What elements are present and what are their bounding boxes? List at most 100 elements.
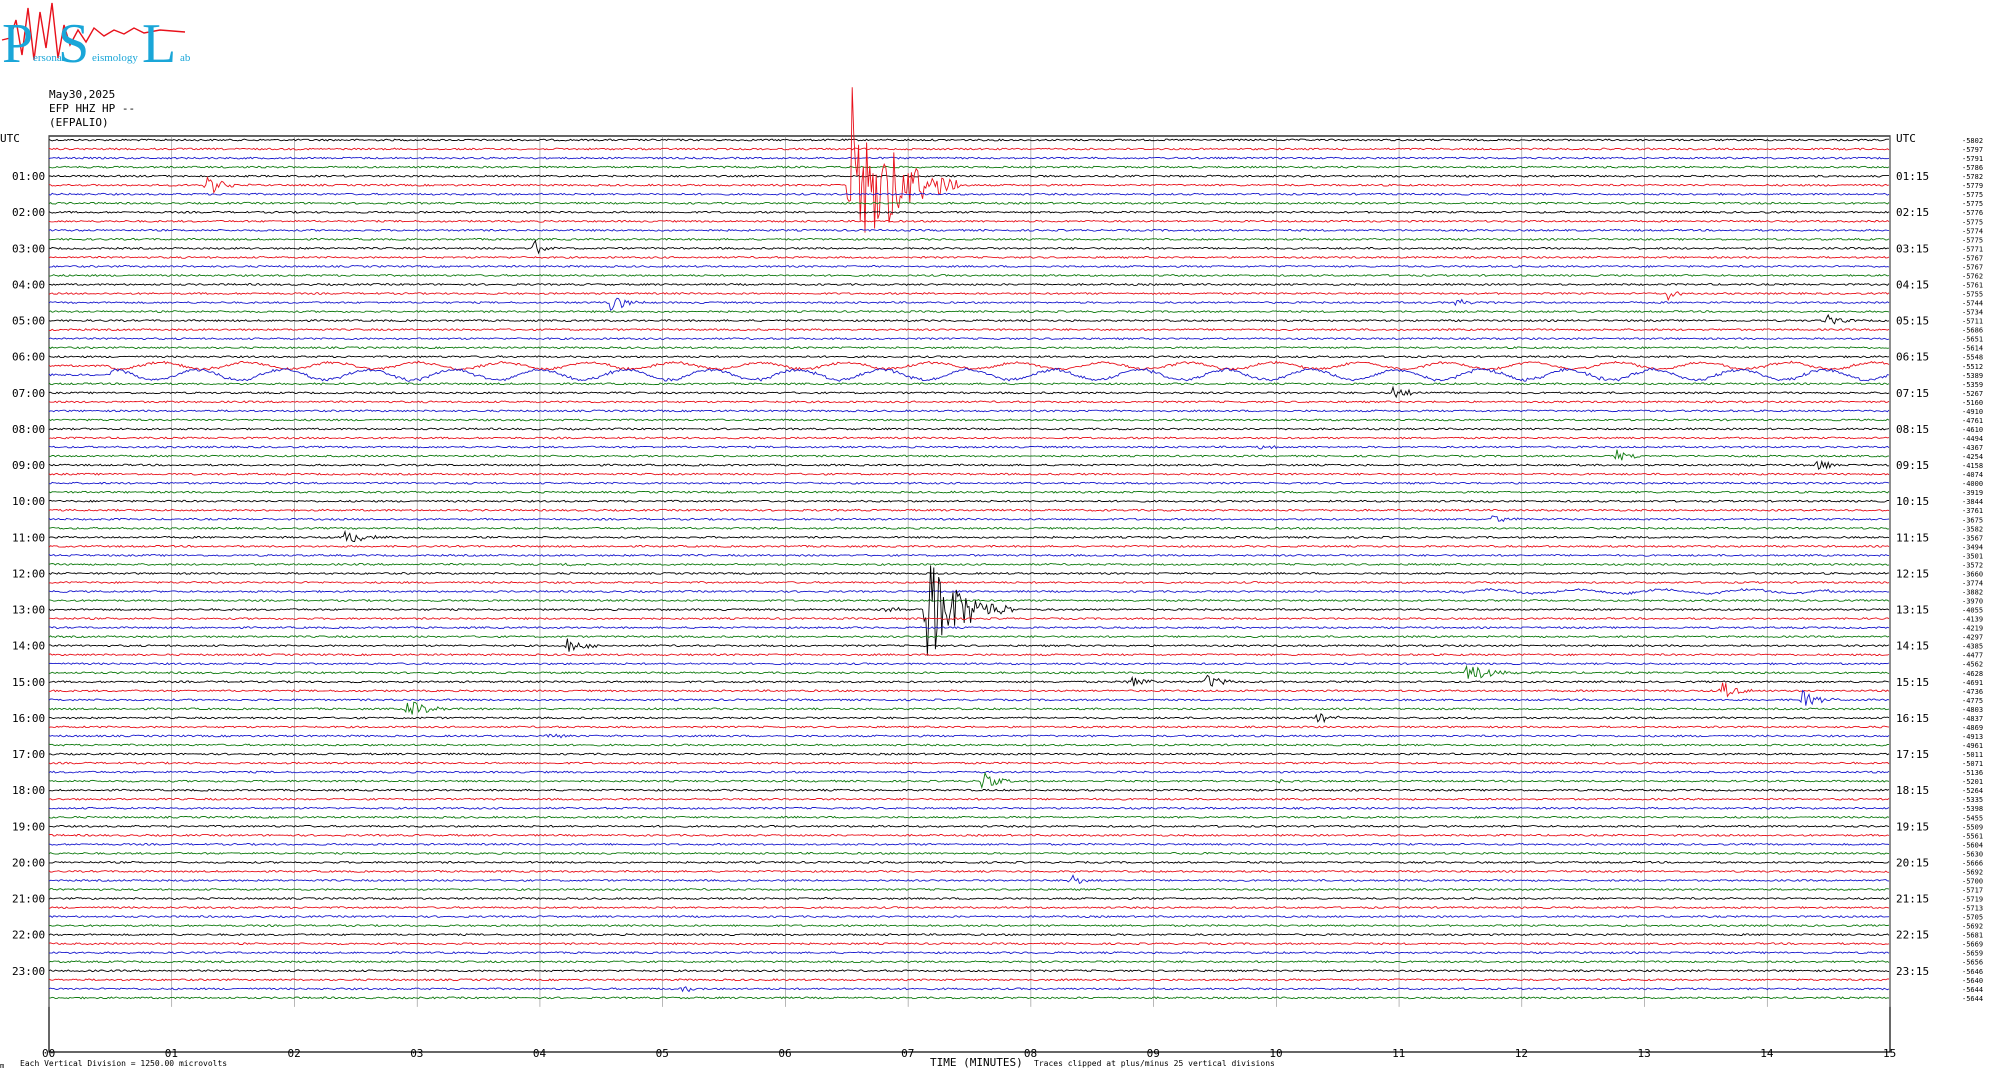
logo-word-personal: ersonal [33,52,65,64]
logo-letter-p: P [2,13,33,75]
trace-line [48,87,1890,233]
trace-line [48,951,1890,955]
trace-offset-label: -3844 [1962,498,1983,506]
trace-offset-label: -4691 [1962,679,1983,687]
x-tick-label: 14 [1760,1047,1774,1060]
hour-label-left: 04:00 [12,278,45,291]
hour-label-right: 08:15 [1896,423,1929,436]
hour-label-left: 01:00 [12,170,45,183]
trace-line [48,565,1890,656]
trace-offset-label: -3501 [1962,552,1983,560]
trace-line [48,138,1889,142]
trace-line [48,617,1890,621]
hour-label-right: 10:15 [1896,495,1929,508]
hour-label-right: 16:15 [1896,712,1929,725]
trace-offset-label: -4910 [1962,408,1983,416]
trace-offset-label: -5136 [1962,769,1983,777]
hour-label-right: 02:15 [1896,206,1929,219]
trace-line [48,653,1890,657]
trace-line [48,529,1890,542]
trace-line [48,580,1890,584]
utc-label-left: UTC [0,132,20,145]
hour-label-right: 14:15 [1896,640,1929,653]
trace-line [48,771,1890,790]
trace-offset-label: -5776 [1962,209,1983,217]
trace-offset-label: -5669 [1962,941,1983,949]
x-tick-label: 02 [287,1047,300,1060]
trace-offset-label: -4803 [1962,706,1983,714]
trace-line [48,869,1890,873]
logo-letter-l: L [142,13,176,75]
trace-offset-label: -5692 [1962,868,1983,876]
hour-label-right: 19:15 [1896,820,1929,833]
hour-label-right: 12:15 [1896,567,1929,580]
trace-line [48,499,1889,503]
trace-offset-label: -5692 [1962,923,1983,931]
trace-line [48,526,1890,530]
trace-line [48,588,1890,595]
hour-label-right: 22:15 [1896,929,1929,942]
trace-offset-label: -5771 [1962,245,1983,253]
trace-offset-label: -5802 [1962,137,1983,145]
hour-label-right: 23:15 [1896,965,1929,978]
x-tick-label: 03 [410,1047,423,1060]
axis-labels: 00 01 02 03 04 05 06 07 08 09 10 11 12 13 14 15-5802-57… [12,137,1983,1060]
trace-line [48,490,1890,494]
trace-line [48,960,1890,964]
trace-line [48,915,1890,919]
trace-line [48,664,1890,679]
hour-label-right: 09:15 [1896,459,1929,472]
trace-line [48,156,1890,160]
x-tick-label: 00 [42,1047,55,1060]
trace-offset-label: -4610 [1962,426,1983,434]
trace-offset-label: -5561 [1962,832,1983,840]
trace-offset-label: -5389 [1962,372,1983,380]
trace-offset-label: -5644 [1962,986,1983,994]
trace-offset-label: -5681 [1962,932,1983,940]
trace-offset-label: -4000 [1962,480,1983,488]
x-tick-label: 08 [1024,1047,1037,1060]
trace-offset-label: -5782 [1962,173,1983,181]
trace-line [49,712,1890,724]
trace-line [48,906,1890,910]
hour-label-left: 19:00 [12,820,45,833]
trace-offset-label: -4055 [1962,607,1983,615]
trace-line [48,701,1890,715]
trace-line [48,346,1890,350]
footer-clip-note: Traces clipped at plus/minus 25 vertical… [1034,1059,1275,1068]
trace-line [48,201,1890,205]
hour-label-right: 07:15 [1896,387,1929,400]
trace-line [48,418,1890,422]
hour-label-left: 06:00 [12,351,45,364]
trace-line [48,743,1890,747]
trace-offset-label: -5264 [1962,787,1983,795]
trace-offset-label: -5762 [1962,272,1983,280]
trace-offset-label: -4775 [1962,697,1983,705]
x-tick-label: 09 [1147,1047,1160,1060]
hour-label-left: 02:00 [12,206,45,219]
trace-line [48,337,1890,341]
trace-offset-label: -5755 [1962,291,1983,299]
trace-offset-label: -5744 [1962,300,1983,308]
hour-label-left: 12:00 [12,567,45,580]
trace-offset-label: -5659 [1962,950,1983,958]
trace-line [48,933,1890,937]
trace-line [48,291,1890,302]
trace-offset-label: -5713 [1962,905,1983,913]
trace-line [49,174,1890,178]
trace-line [48,733,1890,739]
trace-line [48,382,1890,386]
trace-offset-label: -5705 [1962,914,1983,922]
trace-line [48,770,1890,774]
trace-offset-label: -5734 [1962,309,1983,317]
x-tick-label: 07 [901,1047,914,1060]
header-channel: EFP HHZ HP -- [49,102,136,115]
trace-offset-label: -5775 [1962,200,1983,208]
trace-line [48,571,1890,575]
trace-line [48,147,1890,151]
logo-wave [1,2,186,61]
trace-offset-label: -4628 [1962,670,1983,678]
trace-offset-label: -5398 [1962,805,1983,813]
hour-label-right: 13:15 [1896,604,1929,617]
trace-line [49,682,1890,698]
